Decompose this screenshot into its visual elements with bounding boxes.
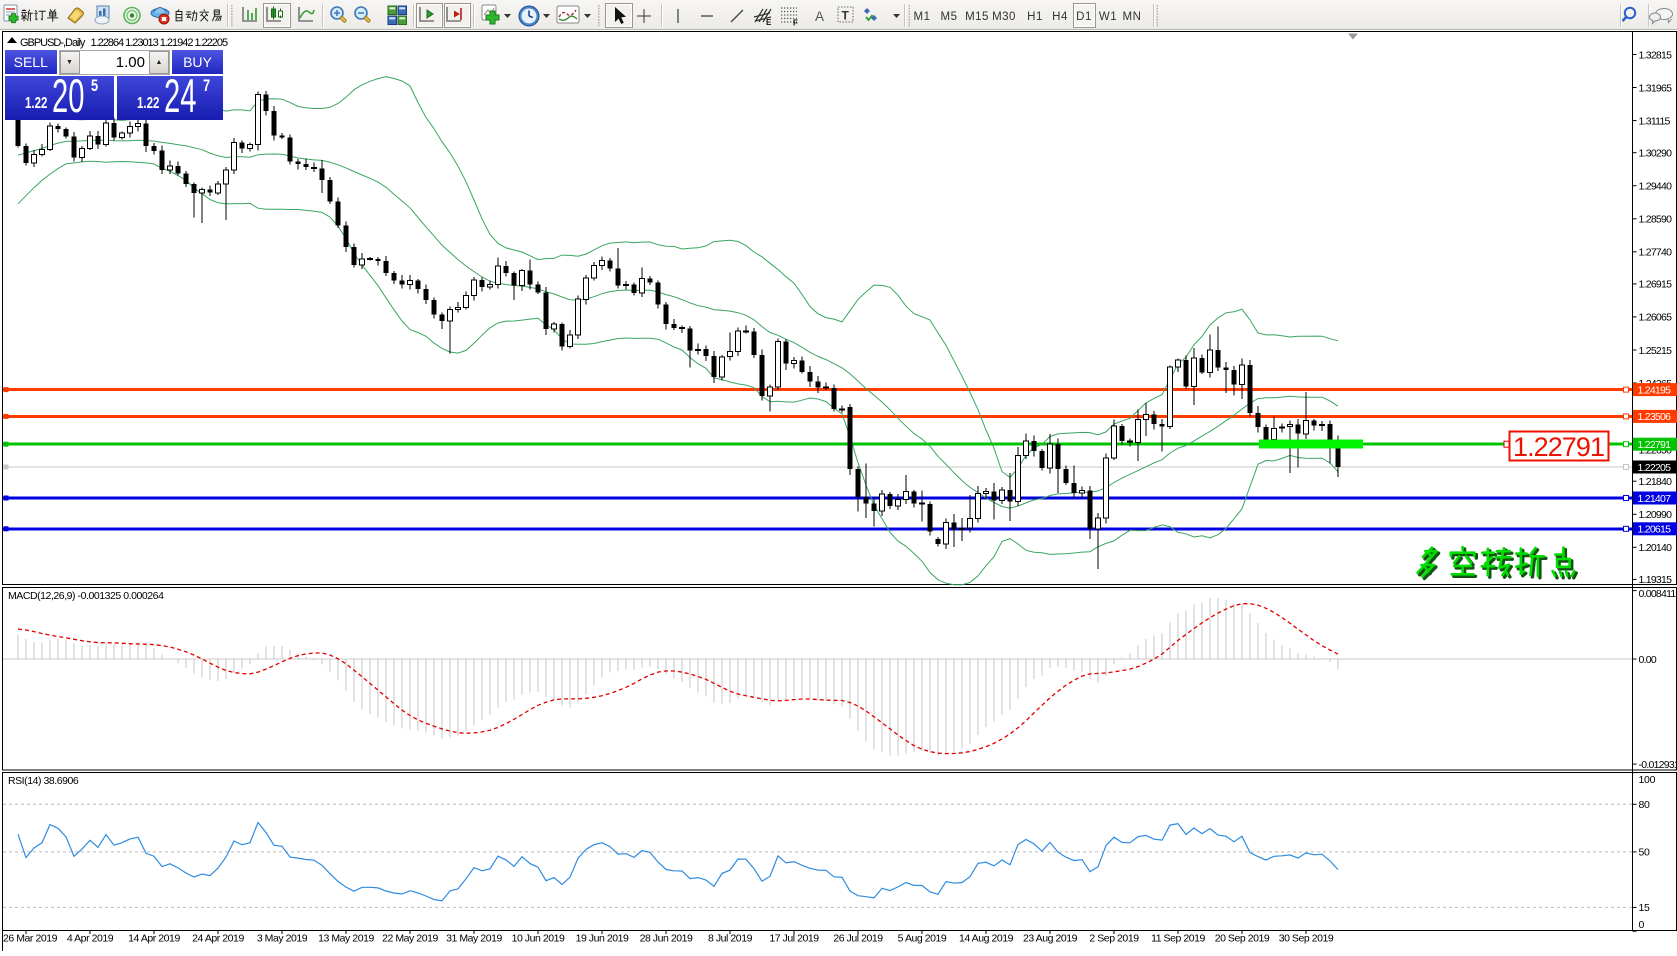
svg-text:1.20990: 1.20990 — [1639, 509, 1673, 521]
svg-text:1.23506: 1.23506 — [1638, 411, 1672, 423]
svg-text:50: 50 — [1639, 847, 1651, 859]
svg-text:1.26915: 1.26915 — [1639, 279, 1673, 291]
svg-text:14 Aug 2019: 14 Aug 2019 — [959, 933, 1014, 945]
svg-text:D1: D1 — [1076, 11, 1092, 23]
svg-text:26 Jul 2019: 26 Jul 2019 — [833, 933, 883, 945]
svg-text:14 Apr 2019: 14 Apr 2019 — [128, 933, 180, 945]
svg-text:1.30290: 1.30290 — [1639, 148, 1673, 160]
svg-text:1.31965: 1.31965 — [1639, 82, 1673, 94]
svg-text:28 Jun 2019: 28 Jun 2019 — [640, 933, 693, 945]
svg-text:W1: W1 — [1099, 11, 1117, 23]
svg-text:M1: M1 — [914, 11, 931, 23]
svg-text:1.20140: 1.20140 — [1639, 542, 1673, 554]
svg-text:T: T — [842, 9, 850, 23]
svg-text:M15: M15 — [965, 11, 989, 23]
svg-text:3 May 2019: 3 May 2019 — [257, 933, 308, 945]
svg-text:0.008411: 0.008411 — [1639, 588, 1677, 600]
svg-text:1.22791: 1.22791 — [1638, 439, 1672, 451]
svg-text:1.25215: 1.25215 — [1639, 345, 1673, 357]
svg-text:1.31115: 1.31115 — [1639, 115, 1671, 127]
svg-text:13 May 2019: 13 May 2019 — [318, 933, 374, 945]
svg-text:-0.012931: -0.012931 — [1639, 759, 1677, 771]
svg-text:MN: MN — [1123, 11, 1142, 23]
svg-text:F: F — [793, 19, 798, 28]
svg-text:0: 0 — [1639, 919, 1645, 931]
svg-text:1.19315: 1.19315 — [1639, 574, 1673, 586]
svg-text:1.21840: 1.21840 — [1639, 476, 1673, 488]
svg-text:A: A — [815, 9, 824, 24]
svg-text:26 Mar 2019: 26 Mar 2019 — [3, 933, 58, 945]
svg-text:1.22205: 1.22205 — [1638, 462, 1672, 474]
svg-text:10 Jun 2019: 10 Jun 2019 — [512, 933, 565, 945]
svg-text:M30: M30 — [992, 11, 1016, 23]
svg-text:1.32815: 1.32815 — [1639, 49, 1673, 61]
svg-text:80: 80 — [1639, 799, 1651, 811]
svg-text:20 Sep 2019: 20 Sep 2019 — [1215, 933, 1270, 945]
svg-text:23 Aug 2019: 23 Aug 2019 — [1023, 933, 1078, 945]
svg-text:4 Apr 2019: 4 Apr 2019 — [67, 933, 114, 945]
svg-text:H4: H4 — [1052, 11, 1068, 23]
svg-text:24 Apr 2019: 24 Apr 2019 — [192, 933, 244, 945]
svg-text:19 Jun 2019: 19 Jun 2019 — [576, 933, 629, 945]
svg-text:5 Aug 2019: 5 Aug 2019 — [898, 933, 947, 945]
svg-text:1.27740: 1.27740 — [1639, 247, 1673, 259]
svg-text:31 May 2019: 31 May 2019 — [446, 933, 502, 945]
svg-text:15: 15 — [1639, 902, 1651, 914]
svg-text:1.22791: 1.22791 — [1513, 432, 1605, 462]
svg-text:RSI(14) 38.6906: RSI(14) 38.6906 — [8, 775, 79, 787]
svg-text:1.28590: 1.28590 — [1639, 214, 1673, 226]
svg-text:17 Jul 2019: 17 Jul 2019 — [769, 933, 819, 945]
svg-text:22 May 2019: 22 May 2019 — [382, 933, 438, 945]
svg-text:1.20615: 1.20615 — [1638, 524, 1672, 536]
svg-text:0.00: 0.00 — [1639, 654, 1657, 666]
svg-text:M5: M5 — [941, 11, 958, 23]
svg-text:1.24195: 1.24195 — [1638, 384, 1672, 396]
svg-text:2 Sep 2019: 2 Sep 2019 — [1089, 933, 1139, 945]
svg-text:GBPUSD-,Daily 1.22864 1.2301: GBPUSD-,Daily 1.22864 1.23013 1.21942 1.… — [20, 37, 228, 49]
svg-text:E: E — [766, 18, 772, 27]
svg-text:MACD(12,26,9) -0.001325 0.0002: MACD(12,26,9) -0.001325 0.000264 — [8, 590, 164, 602]
svg-text:100: 100 — [1639, 774, 1656, 786]
svg-text:8 Jul 2019: 8 Jul 2019 — [708, 933, 753, 945]
svg-text:H1: H1 — [1027, 11, 1043, 23]
svg-text:1.29440: 1.29440 — [1639, 181, 1673, 193]
svg-text:11 Sep 2019: 11 Sep 2019 — [1151, 933, 1205, 945]
svg-text:1.21407: 1.21407 — [1638, 493, 1672, 505]
svg-text:1.26065: 1.26065 — [1639, 312, 1673, 324]
svg-text:30 Sep 2019: 30 Sep 2019 — [1279, 933, 1334, 945]
